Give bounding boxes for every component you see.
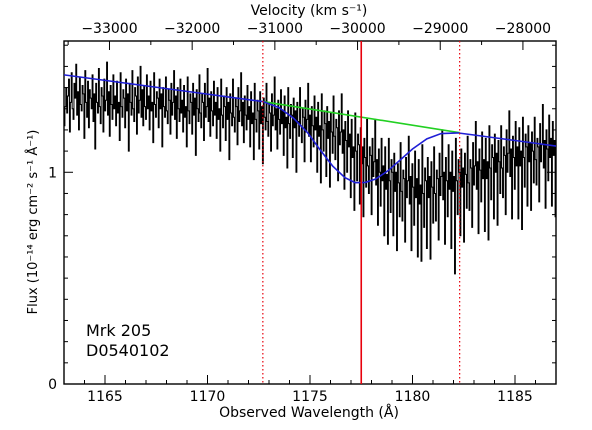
v-tick-label: −29000 (412, 21, 468, 37)
y-tick-label: 1 (48, 165, 57, 181)
y-tick-label: 0 (48, 377, 57, 393)
x-tick-label: 1165 (87, 389, 123, 405)
v-tick-label: −32000 (164, 21, 220, 37)
v-tick-label: −31000 (247, 21, 303, 37)
y-axis-label: Flux (10⁻¹⁴ erg cm⁻² s⁻¹ Å⁻¹) (25, 130, 41, 315)
v-tick-label: −28000 (495, 21, 551, 37)
x-axis-label: Observed Wavelength (Å) (219, 404, 399, 421)
annotation-object: Mrk 205 (86, 321, 151, 340)
x-tick-label: 1170 (190, 389, 226, 405)
spectrum-line (64, 61, 556, 275)
x-tick-label: 1185 (497, 389, 533, 405)
x-tick-label: 1180 (395, 389, 431, 405)
annotation-dataset: D0540102 (86, 341, 170, 360)
v-tick-label: −33000 (81, 21, 137, 37)
fit-line (64, 74, 556, 184)
x-tick-label: 1175 (292, 389, 328, 405)
v-tick-label: −30000 (329, 21, 385, 37)
top-axis-label: Velocity (km s⁻¹) (251, 3, 368, 19)
